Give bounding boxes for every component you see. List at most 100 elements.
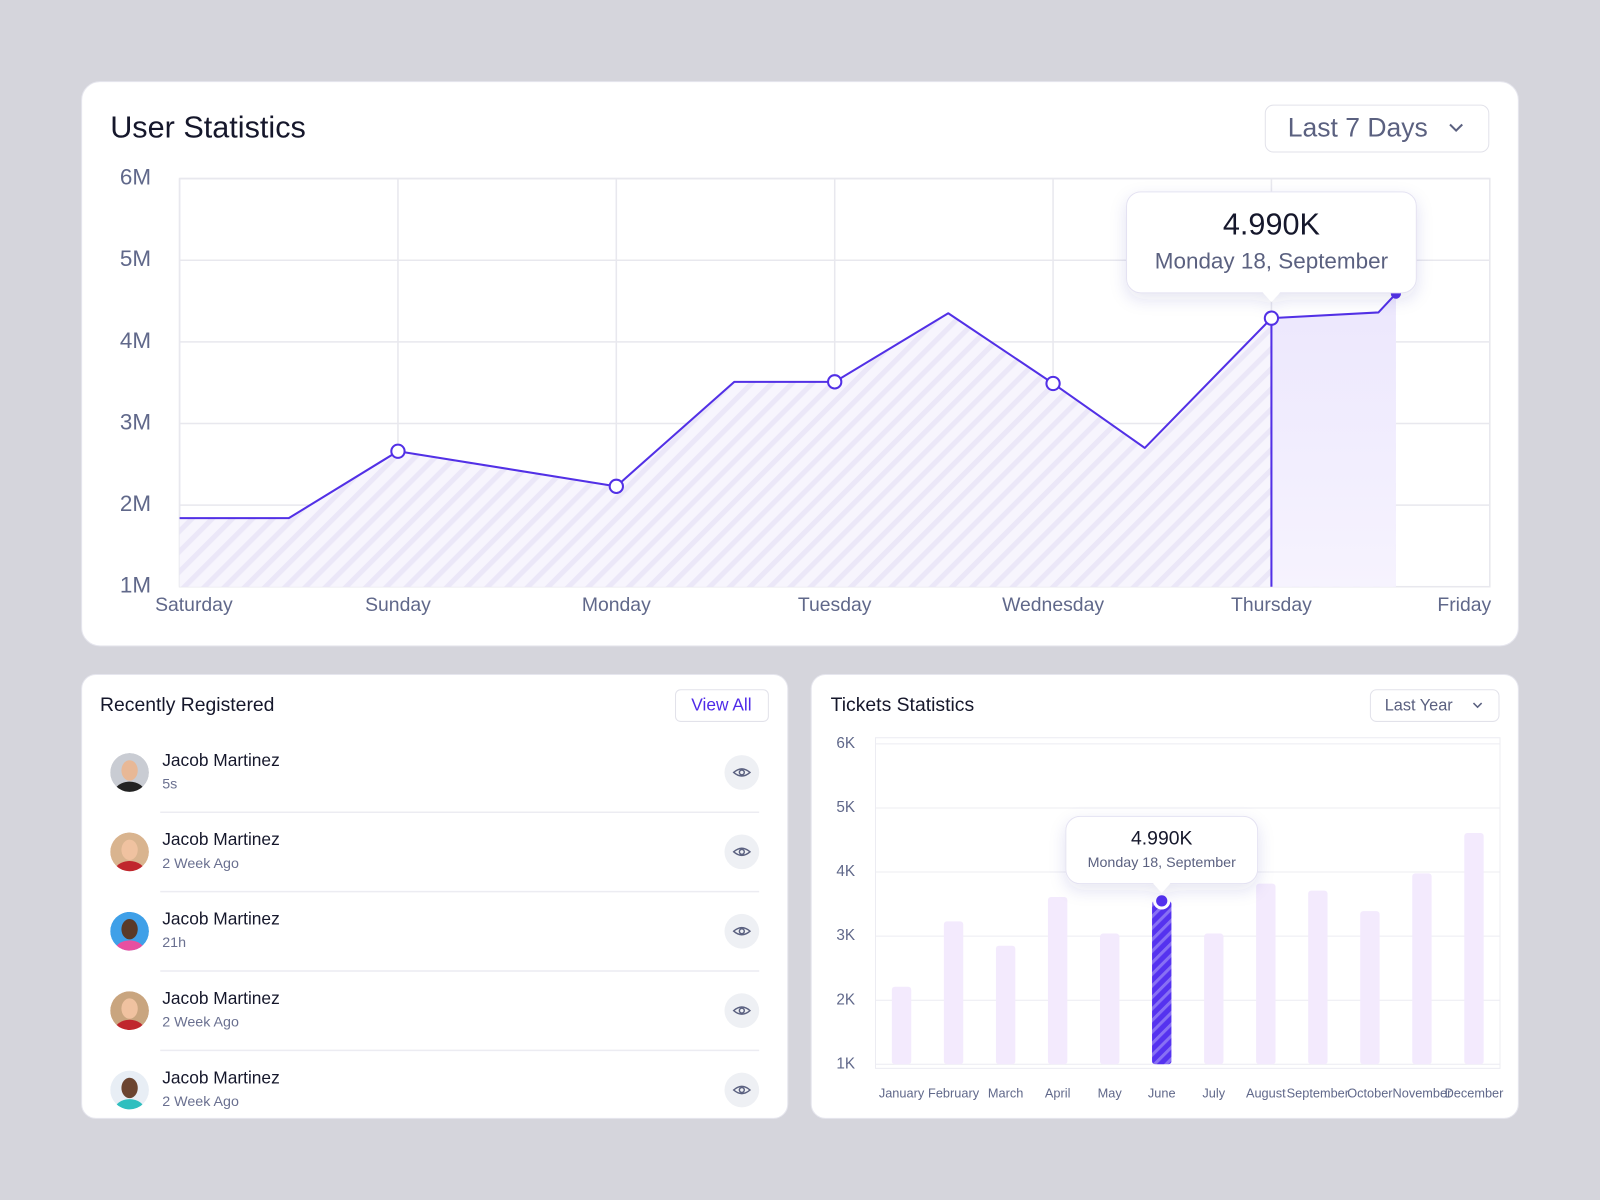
view-button-bg [724, 834, 760, 870]
dropdown[interactable] [1369, 689, 1500, 722]
tooltip-date: Monday 18, September [1088, 855, 1237, 871]
user-name: Jacob Martinez [162, 909, 280, 929]
view-button-bg [724, 993, 760, 1028]
y-tick-label: 5M [120, 246, 151, 271]
y-tick-label: 5K [836, 799, 856, 816]
bar [1464, 832, 1484, 1065]
bar [1360, 911, 1380, 1065]
user-name: Jacob Martinez [162, 750, 280, 770]
bar [891, 986, 912, 1065]
x-tick-label: March [988, 1085, 1023, 1100]
bar [1412, 873, 1432, 1065]
view-all-label[interactable]: View All [691, 695, 751, 715]
avatar-body [114, 1099, 145, 1110]
tooltip-pointer [1262, 291, 1281, 303]
y-tick-label: 6M [120, 164, 151, 189]
bar-point [1153, 892, 1171, 910]
x-tick-label: Friday [1437, 594, 1491, 616]
line [179, 292, 1397, 520]
view-button[interactable] [724, 913, 760, 949]
x-tick-label: April [1045, 1085, 1071, 1100]
x-tick-label: July [1202, 1085, 1225, 1100]
avatar [110, 832, 149, 872]
user-name: Jacob Martinez [162, 1067, 280, 1087]
card-title: Tickets Statistics [831, 694, 975, 716]
x-tick-label: Wednesday [1002, 594, 1104, 616]
y-tick-label: 2M [120, 491, 151, 516]
avatar-head [121, 760, 138, 781]
x-tick-label: November [1393, 1085, 1453, 1100]
user-time: 21h [162, 935, 186, 951]
x-tick-label: February [928, 1085, 980, 1100]
x-tick-label: January [879, 1085, 925, 1100]
point [1263, 310, 1280, 326]
eye-pupil [738, 769, 746, 776]
x-tick-label: October [1347, 1085, 1393, 1100]
highlight-area [1271, 293, 1396, 587]
view-button[interactable] [724, 755, 760, 790]
area [179, 293, 1396, 587]
user-name: Jacob Martinez [162, 829, 280, 849]
avatar [110, 991, 149, 1031]
card [81, 673, 789, 1119]
x-tick-label: Sunday [365, 594, 431, 616]
eye-pupil [738, 928, 746, 935]
point [608, 478, 624, 494]
y-tick-label: 6K [836, 735, 856, 752]
y-tick-label: 4K [836, 863, 856, 880]
x-tick-label: December [1445, 1085, 1505, 1100]
avatar [110, 753, 149, 792]
avatar-body [114, 1019, 145, 1031]
y-tick-label: 3M [120, 409, 151, 434]
avatar-body [114, 940, 145, 951]
user-time: 2 Week Ago [162, 1094, 239, 1110]
user-time: 2 Week Ago [162, 1015, 239, 1031]
view-button-bg [724, 913, 760, 949]
bar [943, 921, 964, 1065]
eye-icon [732, 1006, 752, 1015]
view-button[interactable] [724, 993, 760, 1028]
y-tick-label: 3K [836, 927, 856, 944]
y-tick-label: 2K [836, 991, 856, 1008]
bar [1047, 897, 1068, 1065]
avatar [110, 1070, 149, 1110]
avatar-body [114, 781, 145, 792]
avatar-head [121, 1077, 138, 1099]
dropdown-label[interactable]: Last 7 Days [1288, 113, 1428, 143]
x-tick-label: Monday [582, 594, 651, 616]
card-title: Recently Registered [100, 694, 274, 716]
eye-icon [732, 768, 752, 777]
eye-icon [732, 926, 752, 936]
x-tick-label: Saturday [155, 594, 233, 616]
bar [1100, 933, 1120, 1065]
eye-icon [732, 1085, 752, 1095]
bar [1308, 890, 1328, 1065]
eye-pupil [738, 1086, 746, 1094]
bar [1256, 883, 1276, 1065]
avatar-head [121, 998, 138, 1019]
bar [1204, 933, 1224, 1065]
view-button-bg [724, 1072, 760, 1108]
user-name: Jacob Martinez [162, 988, 280, 1008]
view-all-button[interactable] [675, 689, 769, 722]
y-tick-label: 1K [836, 1055, 856, 1072]
view-button[interactable] [724, 1072, 760, 1108]
tooltip-date: Monday 18, September [1155, 248, 1389, 273]
x-tick-label: August [1246, 1085, 1286, 1100]
view-button[interactable] [724, 834, 760, 870]
tooltip-value: 4.990K [1131, 827, 1192, 849]
avatar-head [121, 918, 138, 940]
user-time: 2 Week Ago [162, 856, 239, 872]
x-tick-label: June [1148, 1085, 1176, 1100]
dropdown[interactable] [1264, 104, 1490, 153]
x-tick-label: May [1098, 1085, 1123, 1100]
eye-icon [732, 847, 752, 857]
x-tick-label: Thursday [1231, 594, 1312, 616]
avatar-head [121, 839, 138, 860]
avatar-body [114, 861, 145, 872]
avatar [110, 911, 149, 951]
dropdown-label[interactable]: Last Year [1385, 696, 1454, 714]
tooltip [1065, 815, 1259, 893]
